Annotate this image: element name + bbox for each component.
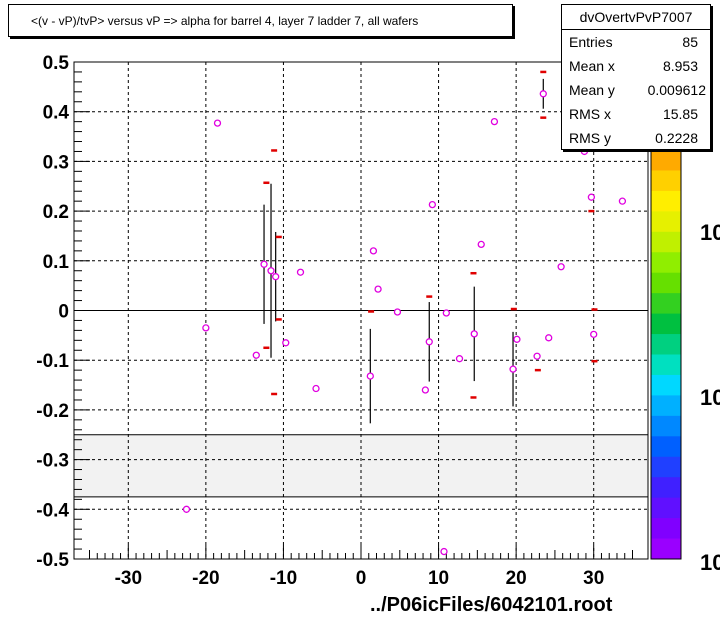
data-point: [477, 240, 485, 249]
x-tick-label: 30: [583, 568, 604, 589]
data-point: [260, 260, 268, 268]
y-tick-label: -0.2: [36, 401, 69, 422]
y-tick-label: 0.3: [43, 152, 69, 173]
data-point: [374, 285, 382, 293]
data-point: [267, 267, 275, 275]
stats-name: dvOvertvPvP7007: [562, 5, 710, 30]
stats-value: 15.85: [662, 106, 698, 122]
y-tick-label: -0.4: [36, 500, 69, 521]
data-point: [442, 309, 450, 317]
stats-label: Entries: [569, 34, 613, 50]
y-tick-label: 0.5: [43, 53, 70, 74]
color-scale-segment: [651, 518, 681, 540]
data-point: [533, 352, 541, 360]
color-scale-segment: [651, 211, 681, 233]
stats-box: dvOvertvPvP7007 Entries 85 Mean x 8.953 …: [561, 4, 711, 150]
data-point: [513, 335, 521, 343]
color-scale-segment: [651, 231, 681, 253]
x-tick-label: -30: [115, 568, 142, 589]
data-point: [296, 268, 305, 276]
data-point: [587, 193, 596, 201]
color-scale-segment: [651, 395, 681, 417]
data-point: [590, 330, 598, 339]
color-scale-segment: [651, 456, 681, 478]
stats-row-rms-x: RMS x 15.85: [562, 102, 710, 126]
y-tick-label: 0: [58, 302, 69, 323]
stats-label: RMS y: [569, 130, 611, 146]
stats-row-mean-y: Mean y 0.009612: [562, 78, 710, 102]
stats-row-rms-y: RMS y 0.2228: [562, 126, 710, 150]
color-scale-segment: [651, 538, 681, 560]
stats-label: Mean x: [569, 58, 615, 74]
data-point: [545, 334, 553, 342]
stats-value: 8.953: [662, 58, 698, 74]
color-scale-segment: [651, 190, 681, 212]
data-point: [490, 117, 499, 126]
y-tick-label: 0.1: [43, 252, 70, 273]
x-tick-label: 10: [428, 568, 449, 589]
color-scale-segment: [651, 170, 681, 192]
x-tick-label: 20: [506, 568, 527, 589]
data-point: [312, 384, 320, 393]
stats-value: 0.2228: [655, 130, 698, 146]
color-scale-segment: [651, 313, 681, 335]
color-scale-segment: [651, 252, 681, 274]
color-scale-label: 10: [700, 550, 720, 575]
x-tick-label: -10: [270, 568, 297, 589]
data-point: [202, 324, 210, 332]
color-scale-label: 10: [700, 220, 720, 245]
color-scale-segment: [651, 436, 681, 458]
y-tick-label: 0.4: [43, 103, 70, 124]
data-point: [213, 119, 222, 127]
data-point: [557, 263, 565, 271]
data-point: [366, 372, 374, 380]
color-scale-segment: [651, 477, 681, 499]
data-point: [455, 355, 464, 363]
data-point: [272, 273, 280, 281]
color-scale-segment: [651, 374, 681, 396]
stats-label: RMS x: [569, 106, 611, 122]
stats-label: Mean y: [569, 82, 615, 98]
color-scale-segment: [651, 334, 681, 355]
data-point: [282, 339, 290, 347]
data-point: [182, 505, 191, 513]
stats-value: 0.009612: [647, 82, 706, 98]
color-scale-segment: [651, 497, 681, 519]
color-scale-segment: [651, 150, 681, 171]
title-box: <(v - vP)/tvP> versus vP => alpha for ba…: [8, 4, 513, 37]
color-scale-segment: [651, 272, 681, 294]
color-scale-segment: [651, 415, 681, 437]
chart-title: <(v - vP)/tvP> versus vP => alpha for ba…: [31, 14, 419, 28]
data-point: [428, 200, 437, 209]
data-point: [509, 365, 517, 373]
data-point: [440, 547, 448, 556]
data-point: [470, 330, 478, 338]
file-path-label: ../P06icFiles/6042101.root: [370, 594, 613, 616]
stats-value: 85: [682, 34, 698, 50]
data-point: [425, 338, 433, 346]
x-tick-label: -20: [192, 568, 219, 589]
x-tick-label: 0: [356, 568, 367, 589]
data-point: [539, 90, 547, 98]
color-scale-segment: [651, 293, 681, 315]
data-point: [252, 351, 260, 359]
y-tick-label: -0.5: [36, 550, 69, 571]
color-scale-segment: [651, 354, 681, 376]
stats-row-entries: Entries 85: [562, 30, 710, 54]
stats-row-mean-x: Mean x 8.953: [562, 54, 710, 78]
color-scale-label: 10: [700, 385, 720, 410]
data-point: [421, 386, 430, 394]
data-point: [618, 197, 627, 205]
y-tick-label: 0.2: [43, 202, 69, 223]
y-tick-label: -0.3: [36, 451, 69, 472]
y-tick-label: -0.1: [36, 351, 69, 372]
data-point: [393, 308, 402, 316]
data-point: [369, 247, 378, 255]
